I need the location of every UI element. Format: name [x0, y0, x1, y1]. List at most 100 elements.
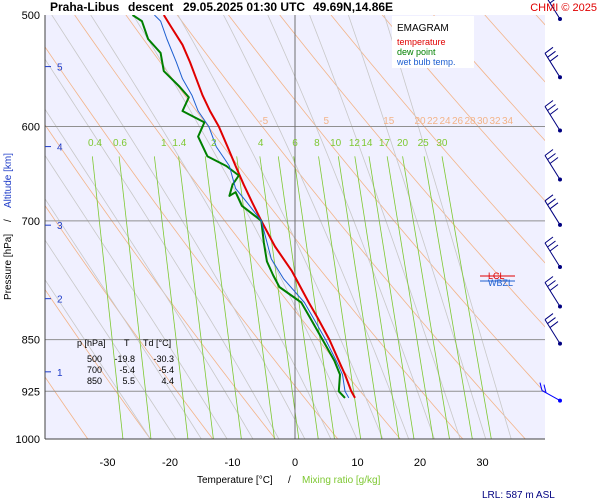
mixing-ratio-label: 14 [361, 138, 373, 149]
legend-title: EMAGRAM [397, 23, 449, 34]
mixing-ratio-label: 2 [211, 138, 217, 149]
mixing-ratio-line [277, 156, 319, 439]
wind-barb-staff [541, 390, 561, 402]
mixing-ratio-line [118, 156, 152, 439]
table-cell: 4.4 [161, 376, 174, 386]
legend-temperature: temperature [397, 37, 446, 47]
wind-barb-flag [547, 240, 556, 248]
table-cell: 850 [87, 376, 102, 386]
moist-adiabat-line [45, 198, 202, 439]
moist-adiabat-line [45, 279, 151, 439]
moist-adiabat-line [45, 108, 254, 439]
wind-barb-staff [547, 0, 561, 20]
dry-adiabat-label: 15 [383, 116, 395, 127]
wbzl-label: WBZL [488, 278, 513, 288]
dry-adiabat-line [564, 0, 600, 469]
moist-adiabat-line [45, 239, 177, 439]
wind-barb-flag [549, 202, 559, 210]
wind-barbs [539, 0, 562, 403]
wind-barb [544, 276, 562, 309]
x-axis-label-temperature: Temperature [°C] [197, 475, 273, 486]
station-name: Praha-Libus [50, 0, 120, 14]
mixing-ratio-label: 30 [436, 138, 448, 149]
wind-barb-flag [549, 108, 559, 115]
wind-barb-flag [549, 54, 559, 62]
moist-adiabat-line [45, 58, 280, 439]
wind-barb [544, 194, 562, 227]
temperature-tick-label: 30 [476, 457, 488, 469]
wind-barb [544, 236, 562, 270]
mixing-ratio-line [402, 156, 450, 439]
dry-adiabat-label: -5 [259, 116, 268, 127]
dry-adiabat-label: 24 [439, 116, 451, 127]
moist-adiabat-line [177, 15, 384, 439]
mixing-ratio-label: 8 [314, 138, 320, 149]
mixing-ratio-line [318, 156, 362, 439]
moist-adiabat-line [223, 15, 410, 439]
mixing-ratio-label: 1 [161, 138, 167, 149]
level-markers: LCL WBZL [480, 271, 515, 288]
sounding-coords: 49.69N,14.86E [313, 0, 393, 14]
dry-adiabat-line [381, 15, 545, 202]
wind-barb-flag [547, 198, 556, 206]
wind-barb-dot [558, 222, 562, 227]
dry-adiabat-line [45, 376, 89, 439]
lcl-label: LCL [488, 271, 505, 281]
wind-barb [547, 0, 562, 21]
mixing-ratio-line [337, 156, 382, 439]
mixing-ratio-line [236, 156, 275, 439]
wind-barb-flag [544, 313, 554, 320]
sounding-datetime: 29.05.2025 01:30 UTC [183, 0, 305, 14]
mixing-ratio-label: 6 [292, 138, 298, 149]
wind-barb-dot [558, 128, 562, 133]
table-cell: 700 [87, 365, 102, 375]
dry-adiabat-line [45, 288, 151, 439]
mixing-ratio-line [178, 156, 214, 439]
dry-adiabat-label: 5 [323, 116, 329, 127]
altitude-tick-label: 4 [57, 143, 63, 154]
mixing-ratio-label: 4 [258, 138, 264, 149]
wind-barb-flag [544, 194, 554, 202]
wind-barb-flag [547, 280, 556, 287]
moist-adiabat-line [132, 15, 358, 439]
dry-adiabat-label: 22 [427, 116, 439, 127]
wind-barb-flag [544, 46, 554, 54]
wind-barb-dot [558, 177, 562, 182]
wind-barb-dot [558, 265, 562, 270]
altitude-tick-label: 2 [57, 295, 63, 306]
table-header-p: p [hPa] [77, 338, 106, 348]
wind-barb-dot [558, 398, 562, 403]
series-temperature [162, 15, 356, 399]
wind-barb-flag [544, 236, 554, 244]
wind-barb-flag [547, 50, 556, 58]
mixing-ratio-label: 20 [397, 138, 409, 149]
y-axis-label-pressure: Pressure [hPa] [3, 234, 14, 300]
sounding-series [131, 15, 356, 399]
altitude-tick-label: 3 [57, 221, 63, 232]
sounding-mode: descent [128, 0, 173, 14]
lrl-footer: LRL: 587 m ASL [482, 490, 555, 500]
wind-barb [544, 46, 562, 80]
temperature-tick-label: -30 [100, 457, 116, 469]
pressure-tick-label: 700 [22, 216, 40, 228]
moist-adiabat-line [90, 15, 332, 439]
table-cell: -5.4 [119, 365, 135, 375]
temperature-tick-label: -10 [225, 457, 241, 469]
wind-barb-flag [547, 153, 556, 160]
series-dew-point [131, 15, 346, 399]
wind-barb-dot [558, 75, 562, 80]
table-cell: -30.3 [153, 354, 174, 364]
table-header-t: T [124, 338, 130, 348]
x-axis-label-separator: / [288, 475, 291, 486]
mixing-ratio-label: 12 [349, 138, 361, 149]
grid-lines [44, 15, 545, 440]
mixing-ratio-label: 0.6 [113, 138, 127, 149]
wind-barb-flag [549, 157, 559, 164]
moist-adiabat-line [51, 15, 306, 439]
temperature-tick-label: 0 [292, 457, 298, 469]
moist-adiabats [45, 15, 512, 439]
dry-adiabat-label: 30 [477, 116, 489, 127]
wind-barb-flag [549, 321, 559, 328]
pressure-tick-label: 600 [22, 122, 40, 134]
